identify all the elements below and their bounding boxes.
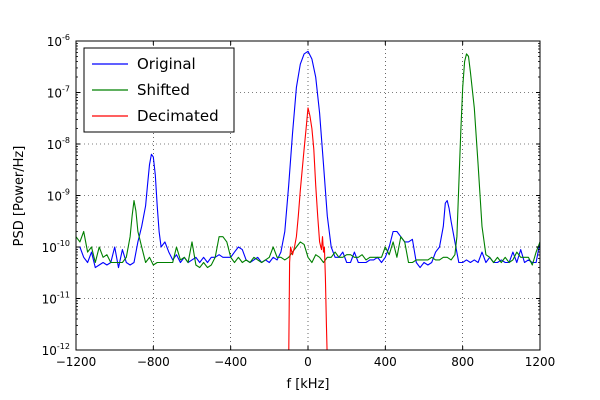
y-tick-base: 10 bbox=[42, 293, 57, 307]
y-tick-base: 10 bbox=[47, 87, 62, 101]
y-tick-base: 10 bbox=[47, 35, 62, 49]
legend-label-shifted: Shifted bbox=[137, 81, 190, 99]
y-axis-label: PSD [Power/Hz] bbox=[12, 146, 27, 247]
y-tick-exponent: -10 bbox=[57, 239, 70, 248]
y-tick-exponent: -7 bbox=[62, 85, 70, 94]
legend-label-decimated: Decimated bbox=[137, 107, 219, 125]
series-lines bbox=[76, 50, 540, 350]
y-tick-label: 10-7 bbox=[47, 85, 70, 101]
y-tick-base: 10 bbox=[47, 190, 62, 204]
x-tick-labels: −1200 −800 −400 0 400 800 1200 bbox=[56, 355, 556, 369]
y-tick-label: 10-8 bbox=[47, 136, 70, 152]
series-line-decimated bbox=[288, 107, 328, 350]
y-tick-label: 10-11 bbox=[42, 291, 70, 307]
series-line-shifted bbox=[76, 53, 540, 269]
x-tick-label: −800 bbox=[137, 355, 170, 369]
x-tick-label: 1200 bbox=[525, 355, 556, 369]
y-tick-exponent: -11 bbox=[57, 291, 70, 300]
legend-label-original: Original bbox=[137, 55, 196, 73]
x-tick-label: 400 bbox=[374, 355, 397, 369]
x-tick-label: 800 bbox=[451, 355, 474, 369]
y-tick-base: 10 bbox=[42, 344, 57, 358]
series-line-original bbox=[76, 50, 540, 269]
y-tick-exponent: -8 bbox=[62, 136, 70, 145]
y-tick-label: 10-6 bbox=[47, 33, 70, 49]
x-axis-label: f [kHz] bbox=[287, 377, 330, 392]
y-tick-exponent: -12 bbox=[57, 342, 70, 351]
legend: Original Shifted Decimated bbox=[83, 47, 235, 133]
y-tick-base: 10 bbox=[42, 241, 57, 255]
y-tick-base: 10 bbox=[47, 138, 62, 152]
y-tick-label: 10-10 bbox=[42, 239, 70, 255]
axis-ticks bbox=[75, 40, 541, 351]
y-tick-exponent: -6 bbox=[62, 33, 70, 42]
y-tick-label: 10-12 bbox=[42, 342, 70, 358]
x-tick-label: −1200 bbox=[56, 355, 97, 369]
y-tick-exponent: -9 bbox=[62, 188, 70, 197]
y-tick-label: 10-9 bbox=[47, 188, 70, 204]
x-tick-label: −400 bbox=[214, 355, 247, 369]
x-tick-label: 0 bbox=[304, 355, 312, 369]
